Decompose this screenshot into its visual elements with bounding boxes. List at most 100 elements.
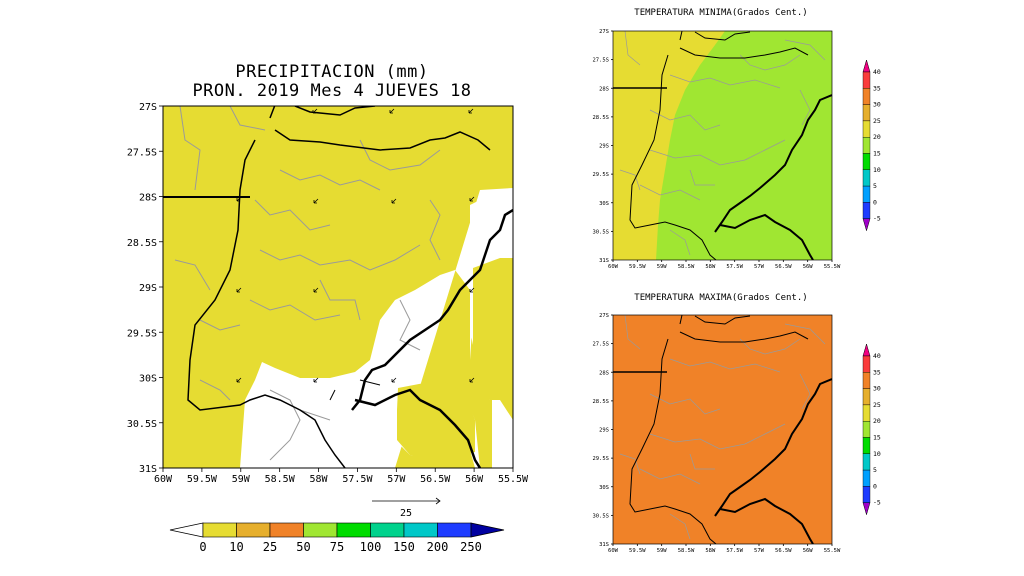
precipitation-panel: PRECIPITACION (mm) PRON. 2019 Mes 4 JUEV… (127, 62, 529, 554)
tmin-colorbar-swatch (862, 88, 871, 105)
tmin-panel: TEMPERATURA MINIMA(Grados Cent.) (580, 0, 1024, 288)
tmin-colorbar-label: 15 (873, 150, 881, 158)
precip-y-tick-label: 30.5S (127, 419, 157, 430)
tmax-colorbar-min-cap (862, 502, 871, 516)
tmin-y-axis: 27S 27.5S 28S 28.5S 29S 29.5S 30S 30.5S 31S (592, 29, 613, 264)
tmax-x-tick-label: 55.5W (824, 548, 841, 554)
tmin-x-tick-label: 58.5W (678, 264, 695, 270)
precip-colorbar-swatch (336, 522, 371, 538)
tmax-colorbar-swatch (862, 437, 871, 454)
precip-colorbar-swatch (437, 522, 472, 538)
precip-y-tick-label: 29S (139, 283, 157, 294)
tmax-colorbar-swatch (862, 388, 871, 406)
tmax-x-tick-label: 58W (705, 548, 716, 554)
tmax-colorbar-swatch (862, 372, 871, 389)
tmin-colorbar-swatch (862, 202, 871, 219)
tmin-colorbar-label: 40 (873, 68, 881, 76)
tmax-colorbar-label: 5 (873, 466, 877, 474)
precip-x-tick-label: 60W (154, 474, 173, 485)
tmax-colorbar-swatch (862, 469, 871, 487)
tmax-colorbar: -5 0 5 10 15 20 25 30 35 40 (862, 343, 881, 516)
tmax-colorbar-label: 10 (873, 450, 881, 458)
precip-y-tick-label: 29.5S (127, 328, 157, 339)
tmax-x-tick-label: 60W (608, 548, 619, 554)
tmax-y-tick-label: 28.5S (592, 399, 609, 405)
tmax-colorbar-swatch (862, 453, 871, 471)
tmin-y-tick-label: 31S (599, 258, 609, 264)
tmax-colorbar-swatch (862, 420, 871, 438)
tmin-colorbar-swatch (862, 153, 871, 170)
tmin-x-tick-label: 59.5W (629, 264, 646, 270)
tmax-y-axis: 27S 27.5S 28S 28.5S 29S 29.5S 30S 30.5S 31S (592, 313, 613, 548)
precip-x-tick-label: 59.5W (187, 474, 218, 485)
tmin-colorbar-swatch (862, 185, 871, 203)
tmax-y-tick-label: 30.5S (592, 513, 609, 519)
precip-x-tick-label: 58.5W (265, 474, 296, 485)
tmax-x-tick-label: 57.5W (726, 548, 743, 554)
tmin-colorbar-label: 30 (873, 101, 881, 109)
tmin-colorbar-label: 25 (873, 117, 881, 125)
tmin-y-tick-label: 27S (599, 29, 609, 35)
tmax-x-tick-label: 56.5W (775, 548, 792, 554)
tmin-map: TEMPERATURA MINIMA(Grados Cent.) (592, 8, 881, 270)
tmax-y-tick-label: 31S (599, 542, 609, 548)
tmax-map: TEMPERATURA MAXIMA(Grados Cent.) (592, 293, 881, 554)
precip-colorbar-label: 150 (393, 540, 415, 554)
tmin-y-tick-label: 27.5S (592, 58, 609, 64)
precip-department-boundaries (174, 106, 441, 461)
precip-title-line1: PRECIPITACION (mm) (235, 62, 428, 82)
precip-rain-south-patch (397, 380, 475, 460)
tmin-y-tick-label: 29S (599, 144, 609, 150)
tmin-country-borders (613, 31, 832, 260)
tmin-colorbar-max-cap (862, 59, 871, 73)
precip-colorbar-max-cap (470, 522, 505, 538)
tmax-x-axis: 60W 59.5W 59W 58.5W 58W 57.5W 57W 56.5W 56W 55.5W (608, 544, 841, 554)
tmax-y-tick-label: 29S (599, 428, 609, 434)
tmin-x-tick-label: 60W (608, 264, 619, 270)
tmin-y-tick-label: 29.5S (592, 172, 609, 178)
precip-colorbar-label: 200 (427, 540, 449, 554)
tmax-colorbar-label: 40 (873, 352, 881, 360)
tmax-colorbar-swatch (862, 486, 871, 503)
tmax-title: TEMPERATURA MAXIMA(Grados Cent.) (634, 293, 807, 303)
precip-y-tick-label: 28S (139, 193, 157, 204)
tmax-y-tick-label: 28S (599, 370, 609, 376)
precip-y-tick-label: 30S (139, 374, 157, 385)
tmin-colorbar-swatch (862, 104, 871, 122)
precip-colorbar-label: 100 (360, 540, 382, 554)
tmin-x-tick-label: 57.5W (726, 264, 743, 270)
precip-colorbar-label: 75 (330, 540, 344, 554)
tmin-x-axis: 60W 59.5W 59W 58.5W 58W 57.5W 57W 56.5W 56W 55.5W (608, 260, 841, 270)
tmax-colorbar-label: 20 (873, 417, 881, 425)
tmax-y-tick-label: 27S (599, 313, 609, 319)
tmax-colorbar-swatch (862, 404, 871, 422)
precip-vector-scale: 25 (372, 497, 441, 519)
precip-x-tick-label: 56.5W (420, 474, 451, 485)
tmin-colorbar-min-cap (862, 218, 871, 232)
precip-x-tick-label: 56W (465, 474, 484, 485)
tmax-x-tick-label: 59.5W (629, 548, 646, 554)
tmin-y-tick-label: 30.5S (592, 229, 609, 235)
tmax-colorbar-label: 0 (873, 482, 877, 490)
tmin-x-tick-label: 57W (754, 264, 765, 270)
tmax-colorbar-label: 25 (873, 401, 881, 409)
precip-colorbar-label: 250 (460, 540, 482, 554)
tmin-colorbar-swatch (862, 136, 871, 154)
precip-x-tick-label: 57W (387, 474, 406, 485)
precip-colorbar-swatch (202, 522, 237, 538)
precip-y-axis: 27S 27.5S 28S 28.5S 29S 29.5S 30S 30.5S 31S (127, 102, 163, 475)
tmin-y-tick-label: 30S (599, 201, 609, 207)
tmin-colorbar-label: 35 (873, 84, 881, 92)
tmin-colorbar-swatch (862, 71, 871, 89)
tmin-colorbar-swatch (862, 120, 871, 138)
precip-wind-vectors (236, 108, 475, 383)
precip-colorbar: 0 10 25 50 75 100 150 200 250 (169, 522, 505, 554)
precip-y-tick-label: 31S (139, 464, 157, 475)
precip-x-axis: 60W 59.5W 59W 58.5W 58W 57.5W 57W 56.5W 56W 55.5W (154, 468, 529, 485)
precip-title-line2: PRON. 2019 Mes 4 JUEVES 18 (192, 81, 471, 101)
tmax-x-tick-label: 56W (803, 548, 814, 554)
tmax-y-tick-label: 27.5S (592, 342, 609, 348)
tmin-x-tick-label: 56.5W (775, 264, 792, 270)
tmin-x-tick-label: 55.5W (824, 264, 841, 270)
tmin-colorbar-label: 20 (873, 133, 881, 141)
